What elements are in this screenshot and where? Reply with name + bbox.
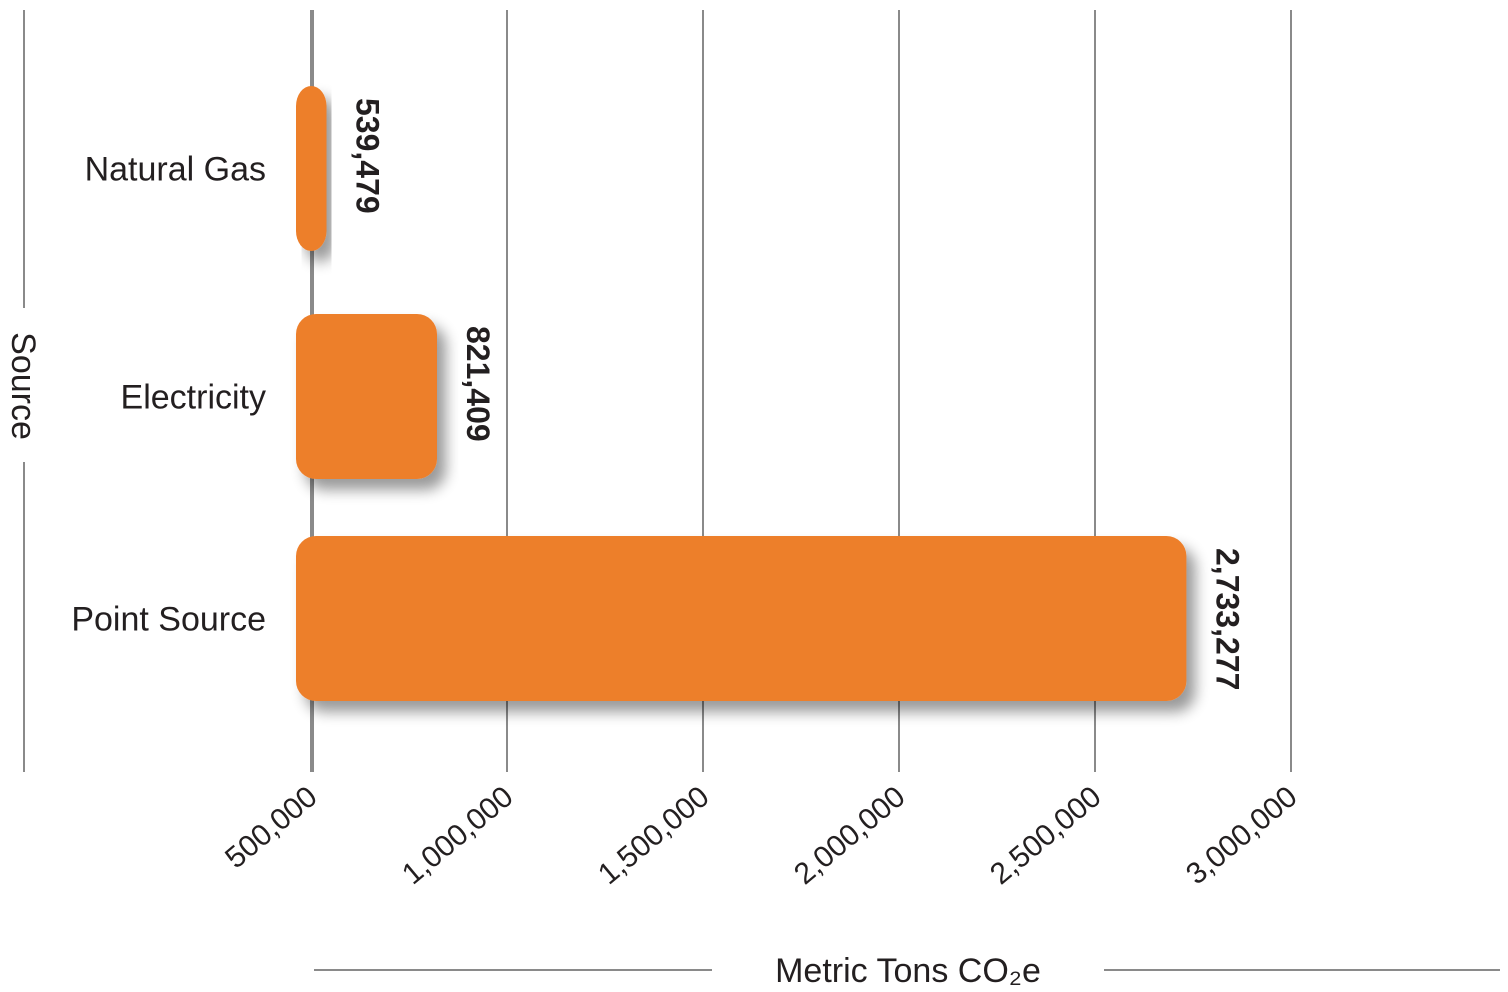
bar [296, 536, 1186, 701]
value-label: 2,733,277 [1209, 548, 1245, 690]
x-tick-label: 1,000,000 [396, 780, 519, 891]
y-axis-title: Source [4, 332, 42, 440]
x-tick-label: 2,000,000 [788, 780, 911, 891]
category-label: Electricity [121, 379, 266, 417]
x-tick-label: 1,500,000 [592, 780, 715, 891]
category-labels: Natural Gas Electricity Point Source [71, 151, 266, 639]
x-axis: Metric Tons CO₂e [314, 952, 1500, 990]
x-tick-label: 2,500,000 [984, 780, 1107, 891]
x-axis-title: Metric Tons CO₂e [775, 952, 1041, 990]
category-label: Natural Gas [85, 151, 266, 189]
category-label: Point Source [71, 601, 266, 639]
bars [296, 86, 1250, 706]
bar [296, 314, 437, 479]
x-tick-label: 3,000,000 [1180, 780, 1303, 891]
bar [296, 86, 327, 251]
x-tick-labels: 500,000 1,000,000 1,500,000 2,000,000 2,500,… [219, 780, 1303, 891]
x-tick-label: 500,000 [219, 780, 323, 875]
value-label: 821,409 [460, 326, 496, 442]
value-label: 539,479 [350, 98, 386, 214]
y-axis: Source [4, 10, 42, 772]
